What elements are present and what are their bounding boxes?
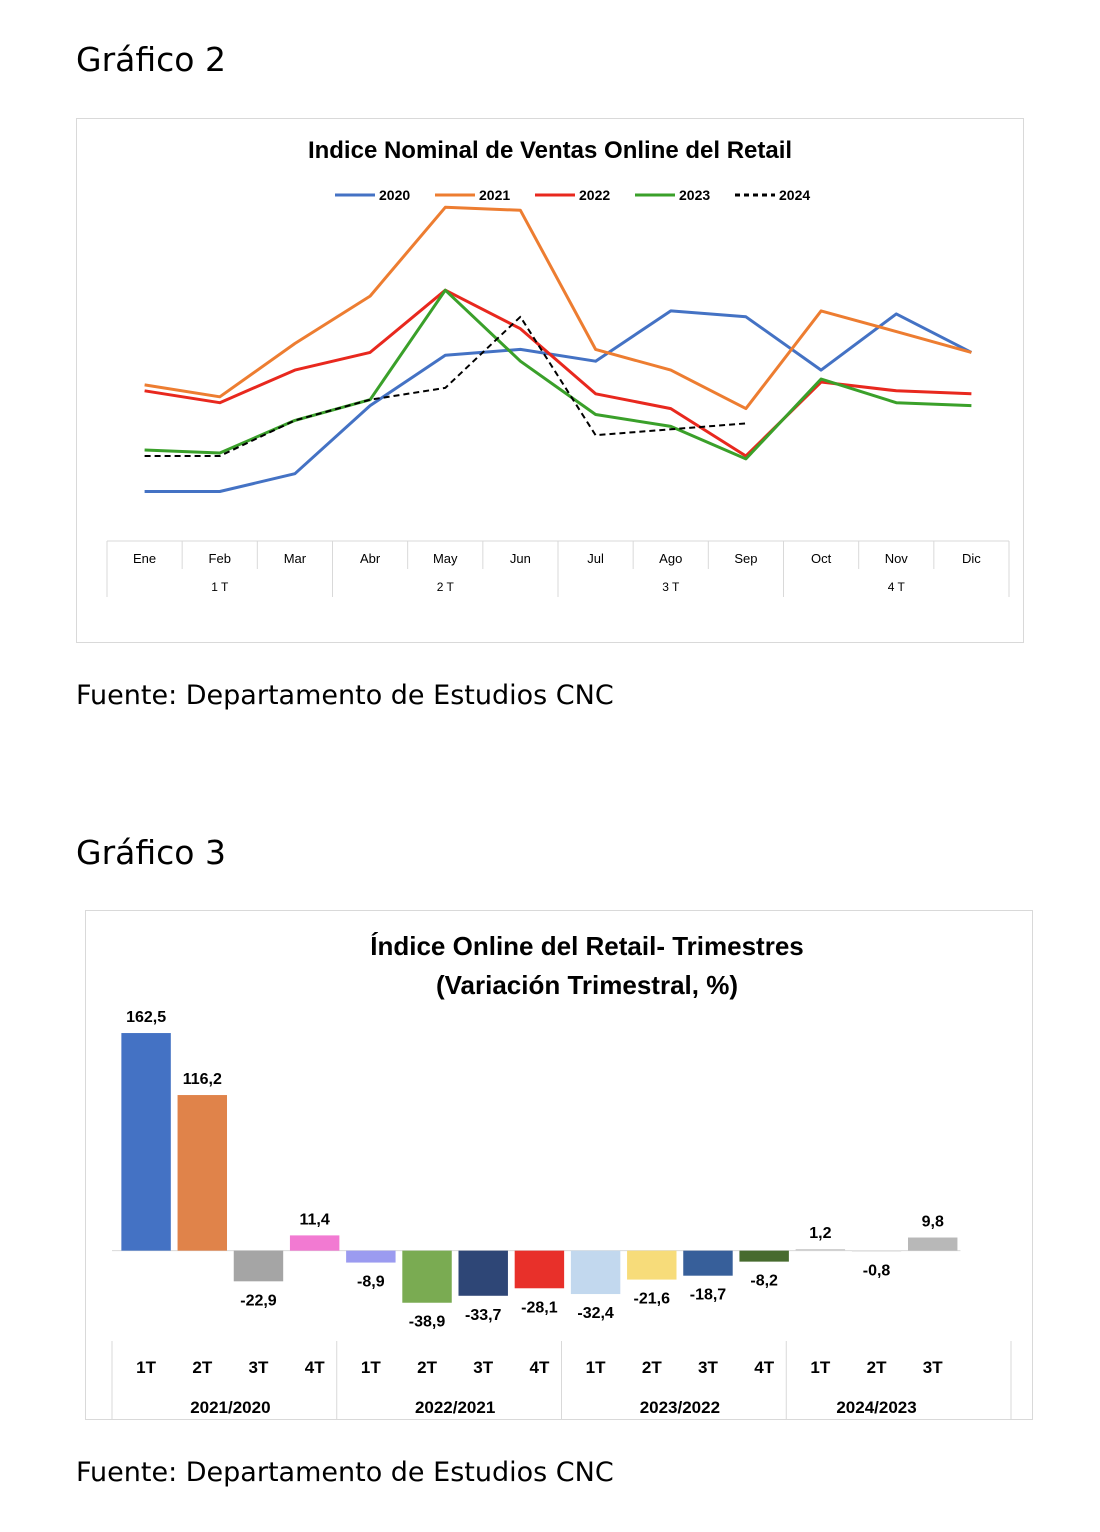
x-tick-label: 1T [810,1358,830,1377]
data-label: 9,8 [922,1214,944,1231]
x-tick-label: 1T [361,1358,381,1377]
bar [233,1250,284,1282]
x-tick-label: 1T [136,1358,156,1377]
data-label: -0,8 [863,1263,891,1280]
x-tick-label: 2T [417,1358,437,1377]
x-tick-label: Nov [885,551,909,566]
x-tick-label: 4T [305,1358,325,1377]
x-tick-label: 3T [249,1358,269,1377]
data-label: 1,2 [809,1225,831,1242]
group-label: 4 T [888,580,906,594]
x-tick-label: Jun [510,551,531,566]
x-tick-label: 3T [923,1358,943,1377]
series-line-2024 [144,315,746,457]
legend-label-2020: 2020 [379,187,410,203]
data-label: 116,2 [183,1071,222,1088]
chart2-heading: Gráfico 2 [76,40,226,79]
line-chart-panel: Indice Nominal de Ventas Online del Reta… [76,118,1024,643]
x-tick-label: Jul [587,551,604,566]
x-tick-label: 3T [473,1358,493,1377]
series-line-2020 [144,309,973,493]
group-label: 2024/2023 [836,1398,916,1417]
x-tick-label: Sep [734,551,757,566]
data-label: -8,9 [357,1274,385,1291]
bar [514,1250,565,1289]
bar-chart: Índice Online del Retail- Trimestres (Var… [111,931,1012,1419]
data-label: -38,9 [409,1314,446,1331]
bar [683,1250,733,1276]
bar [346,1250,396,1263]
x-tick-label: 2T [867,1358,887,1377]
data-label: -21,6 [634,1291,671,1308]
bar [402,1250,452,1303]
series-line-2021 [144,205,972,411]
bar [739,1250,789,1262]
line-chart: Indice Nominal de Ventas Online del Reta… [106,137,1010,597]
bar [795,1249,846,1251]
chart3-source: Fuente: Departamento de Estudios CNC [76,1457,614,1488]
x-tick-label: 3T [698,1358,718,1377]
data-label: 162,5 [126,1009,166,1026]
data-label: -18,7 [690,1287,727,1304]
bar [289,1235,340,1251]
bar [627,1250,677,1280]
group-label: 3 T [662,580,680,594]
data-label: -8,2 [750,1273,778,1290]
x-tick-label: Mar [284,551,307,566]
legend-label-2022: 2022 [579,187,610,203]
x-tick-label: Oct [811,551,832,566]
chart-title: Índice Online del Retail- Trimestres [370,931,803,961]
x-tick-label: 2T [192,1358,212,1377]
x-tick-label: Ene [133,551,156,566]
chart2-source: Fuente: Departamento de Estudios CNC [76,680,614,711]
x-tick-label: Dic [962,551,981,566]
x-tick-label: Feb [209,551,231,566]
data-label: 11,4 [300,1211,330,1228]
x-tick-label: May [433,551,458,566]
group-label: 1 T [211,580,229,594]
x-tick-label: Abr [360,551,381,566]
data-label: -32,4 [577,1305,614,1322]
legend-label-2023: 2023 [679,187,710,203]
group-label: 2021/2020 [190,1398,270,1417]
group-label: 2023/2022 [640,1398,720,1417]
x-tick-label: 4T [754,1358,774,1377]
data-label: -28,1 [521,1299,558,1316]
legend-label-2024: 2024 [779,187,810,203]
bar [570,1250,621,1295]
x-tick-label: 2T [642,1358,662,1377]
group-label: 2022/2021 [415,1398,495,1417]
x-tick-label: 4T [529,1358,549,1377]
bar-chart-panel: Índice Online del Retail- Trimestres (Var… [85,910,1033,1420]
chart-title: Indice Nominal de Ventas Online del Reta… [308,137,792,164]
data-label: -22,9 [240,1292,277,1309]
data-label: -33,7 [465,1307,502,1324]
bar [458,1250,508,1296]
chart-subtitle: (Variación Trimestral, %) [436,970,738,1000]
legend-label-2021: 2021 [479,187,510,203]
bar [177,1095,228,1251]
group-label: 2 T [437,580,455,594]
chart3-heading: Gráfico 3 [76,833,226,872]
bar [851,1250,902,1252]
bar [907,1237,958,1251]
bar [121,1033,171,1251]
x-tick-label: 1T [586,1358,606,1377]
x-tick-label: Ago [659,551,682,566]
